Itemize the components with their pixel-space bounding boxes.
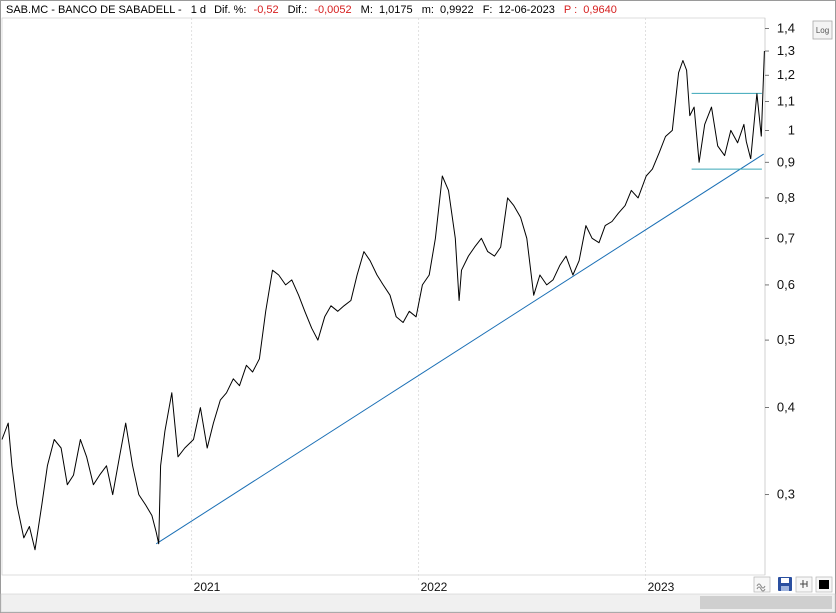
y-tick-label: 0,8 [777, 190, 795, 205]
save-icon[interactable] [778, 577, 792, 591]
symbol-name: SAB.MC - BANCO DE SABADELL - [6, 4, 182, 16]
y-tick-label: 1,3 [777, 43, 795, 58]
chart-header: SAB.MC - BANCO DE SABADELL - 1 d Dif. %:… [6, 4, 617, 16]
pin-icon[interactable] [795, 576, 813, 593]
min-value: 0,9922 [440, 4, 474, 16]
x-tick-label: 2023 [648, 580, 675, 594]
min-label: m: [422, 4, 434, 16]
y-tick-label: 0,4 [777, 400, 795, 415]
price-value: 0,9640 [583, 4, 617, 16]
wave-tool-icon[interactable] [753, 576, 771, 593]
y-tick-label: 1,2 [777, 67, 795, 82]
price-label: P : [564, 4, 577, 16]
y-tick-label: 0,7 [777, 230, 795, 245]
interval-label: 1 d [191, 4, 206, 16]
x-axis-labels: 2021 2022 2023 [194, 580, 675, 594]
chart-overlays [155, 50, 765, 545]
plot-area [1, 17, 766, 576]
log-scale-label: Log [816, 26, 829, 35]
header-bar [1, 1, 558, 17]
price-series-line [1, 60, 747, 551]
gridlines [191, 18, 769, 581]
trend-line[interactable] [155, 153, 765, 545]
dif-pct-label: Dif. %: [214, 4, 246, 16]
projection-path[interactable] [745, 50, 765, 160]
max-label: M: [361, 4, 373, 16]
y-tick-label: 0,5 [777, 332, 795, 347]
color-swatch-icon[interactable] [815, 576, 833, 593]
y-tick-label: 1,4 [777, 21, 795, 36]
y-tick-label: 0,3 [777, 487, 795, 502]
scrollbar-thumb[interactable] [700, 596, 832, 609]
y-axis-labels: 1,4 1,3 1,2 1,1 1 0,9 0,8 0,7 0,6 0,5 0,4 0,3 [777, 21, 795, 502]
max-value: 1,0175 [379, 4, 413, 16]
dif-value: -0,0052 [314, 4, 351, 16]
log-scale-button[interactable]: Log [812, 20, 833, 40]
x-tick-label: 2021 [194, 580, 221, 594]
y-tick-label: 1 [788, 122, 795, 137]
y-tick-label: 0,9 [777, 154, 795, 169]
y-tick-label: 1,1 [777, 94, 795, 109]
date-value: 12-06-2023 [499, 4, 555, 16]
y-tick-label: 0,6 [777, 277, 795, 292]
x-tick-label: 2022 [421, 580, 448, 594]
dif-pct-value: -0,52 [254, 4, 279, 16]
dif-label: Dif.: [288, 4, 308, 16]
date-label: F: [483, 4, 493, 16]
bottom-scrollbar[interactable] [0, 593, 836, 613]
